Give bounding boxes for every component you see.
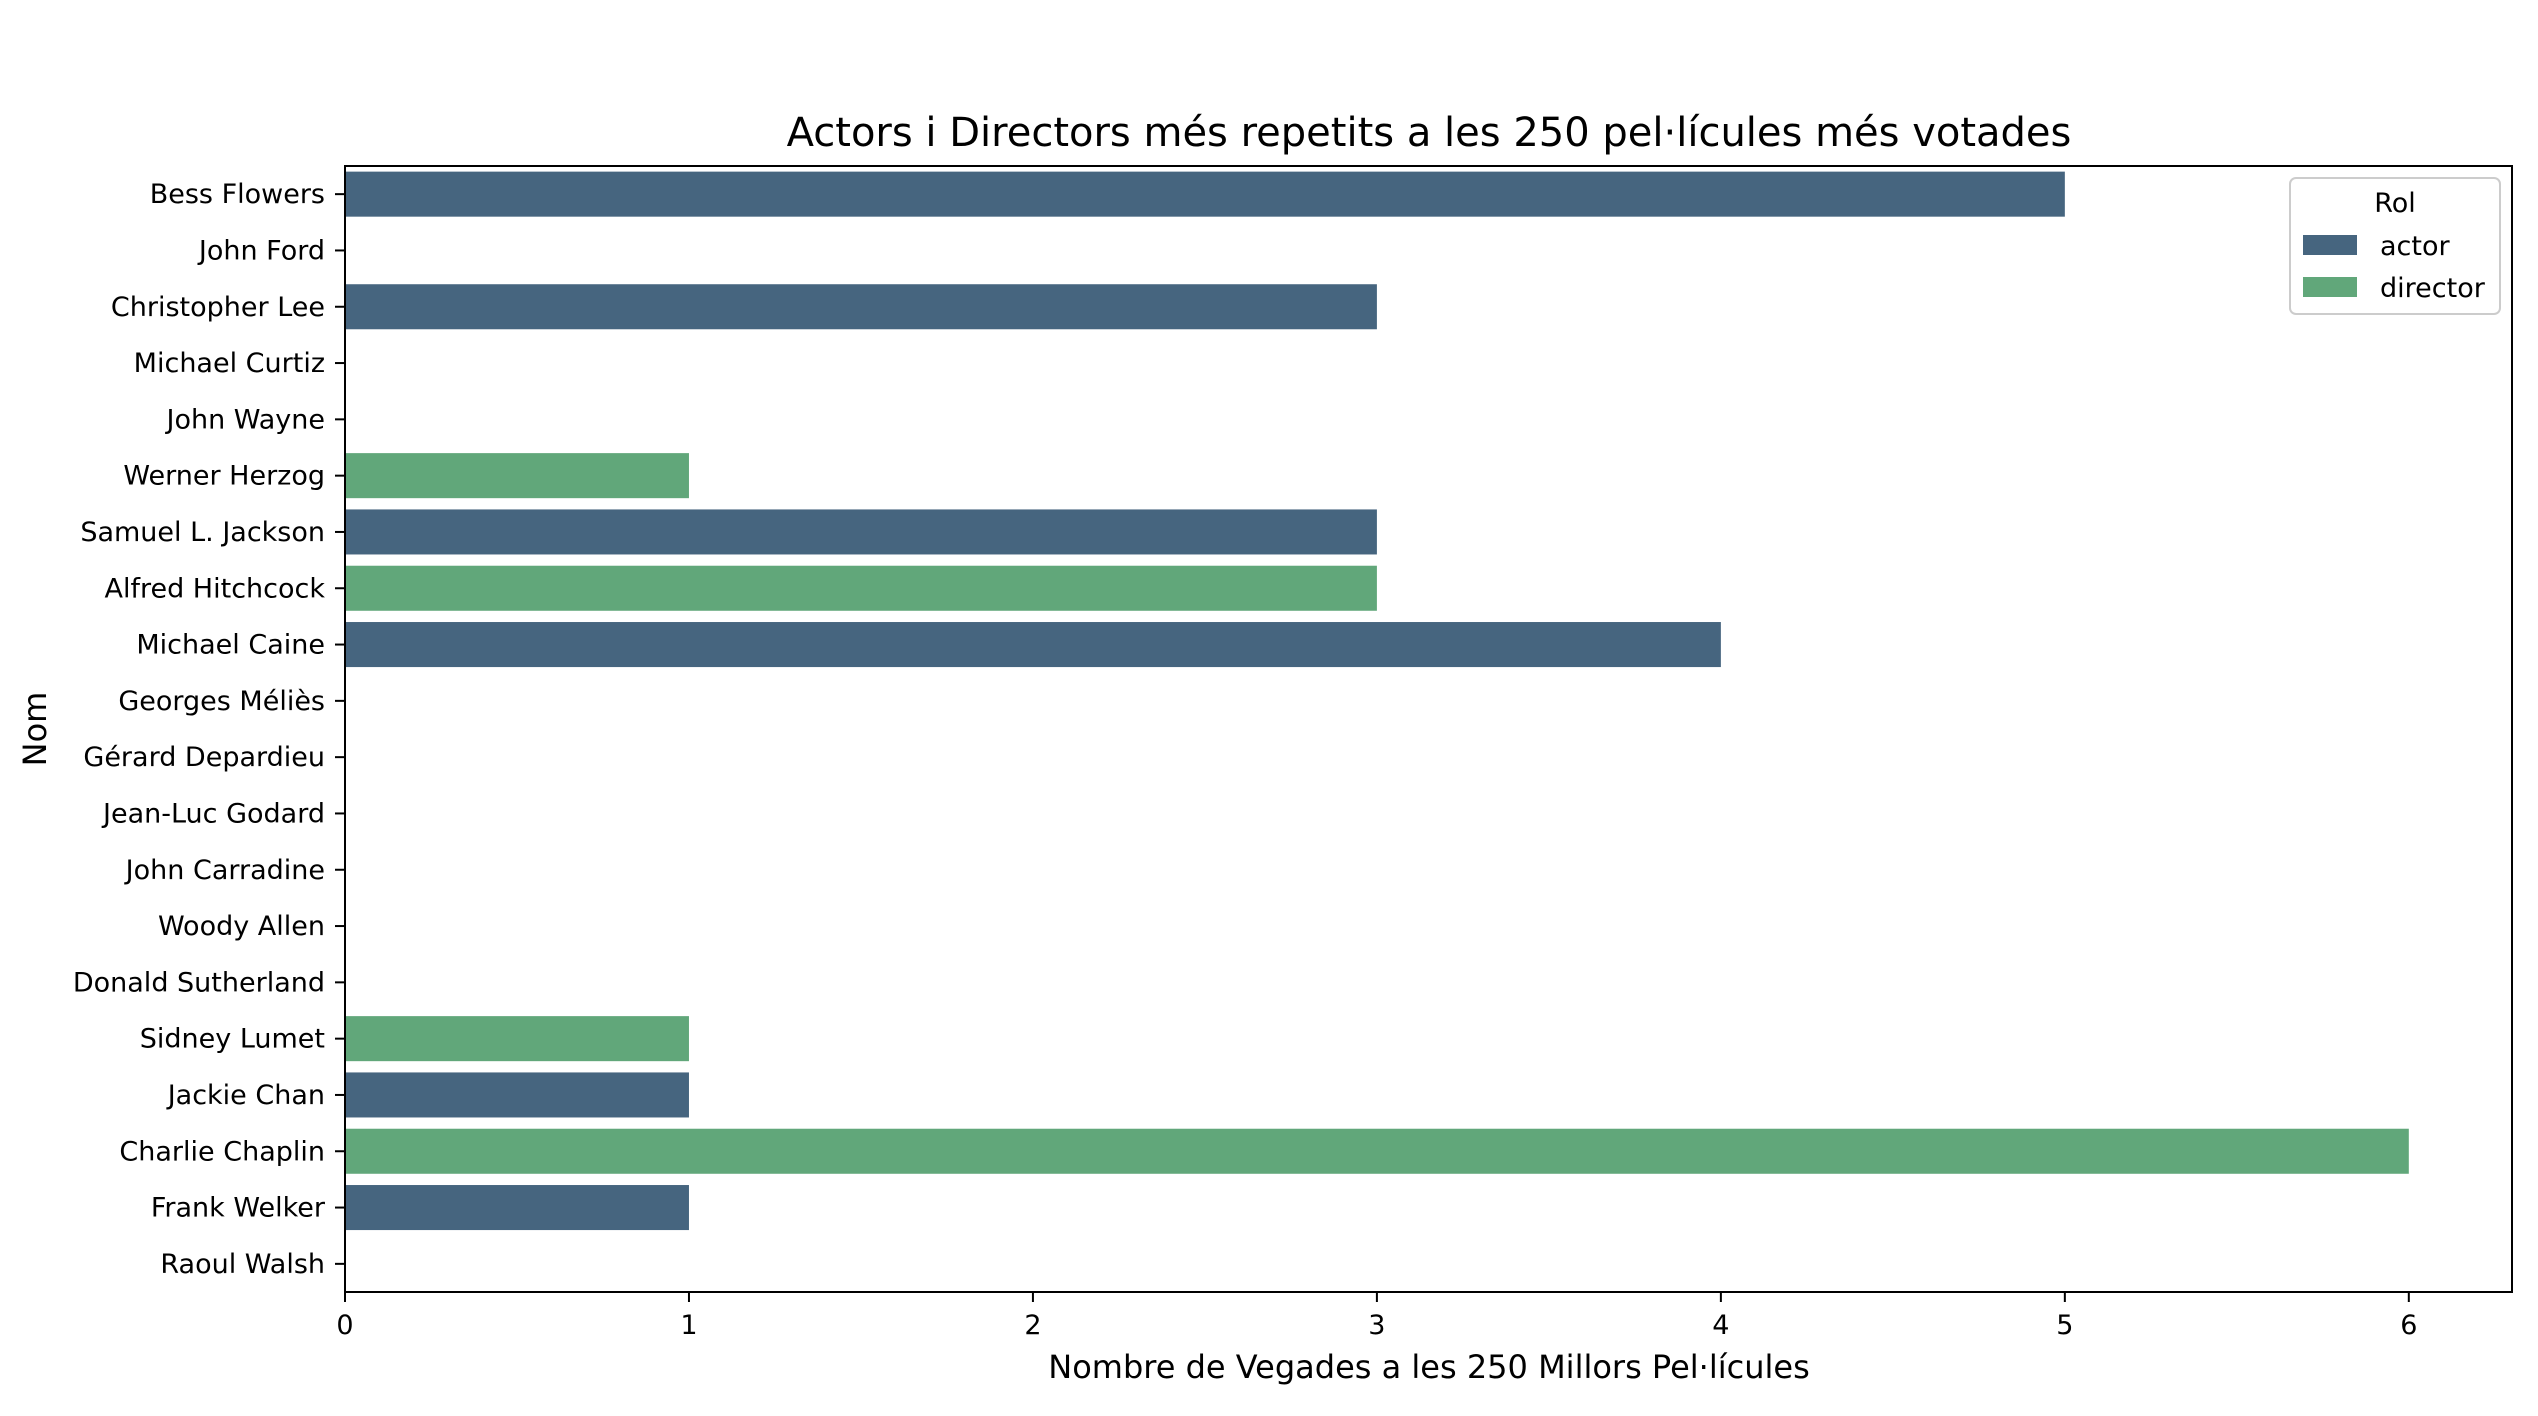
bar-sidney-lumet xyxy=(345,1016,689,1062)
bar-frank-welker xyxy=(345,1185,689,1231)
x-tick-label: 1 xyxy=(680,1310,697,1341)
y-tick-label: Jean-Luc Godard xyxy=(101,798,325,829)
y-tick-label: Gérard Depardieu xyxy=(83,742,325,773)
legend-title: Rol xyxy=(2374,188,2416,219)
chart-title: Actors i Directors més repetits a les 25… xyxy=(787,110,2072,156)
legend: Rol actor director xyxy=(2289,177,2501,315)
y-tick-label: Werner Herzog xyxy=(123,461,325,492)
bar-charlie-chaplin xyxy=(345,1128,2409,1174)
y-tick-label: Samuel L. Jackson xyxy=(80,517,325,548)
y-tick-label: Christopher Lee xyxy=(111,292,325,323)
legend-swatch-actor xyxy=(2303,235,2357,255)
legend-swatch-director xyxy=(2303,277,2357,297)
bar-bess-flowers xyxy=(345,171,2065,217)
x-tick-label: 2 xyxy=(1024,1310,1041,1341)
bar-werner-herzog xyxy=(345,453,689,499)
x-axis-label: Nombre de Vegades a les 250 Millors Pel·… xyxy=(1048,1348,1809,1386)
y-axis-ticks: Bess Flowers John Ford Christopher Lee Mich… xyxy=(73,179,345,1280)
x-tick-label: 6 xyxy=(2400,1310,2417,1341)
bar-christopher-lee xyxy=(345,284,1377,330)
y-tick-label: Alfred Hitchcock xyxy=(104,573,325,604)
y-tick-label: Woody Allen xyxy=(158,911,325,942)
y-tick-label: Bess Flowers xyxy=(150,179,325,210)
bar-samuel-l-jackson xyxy=(345,509,1377,555)
bar-alfred-hitchcock xyxy=(345,565,1377,611)
x-tick-label: 0 xyxy=(336,1310,353,1341)
x-axis-ticks: 0 1 2 3 4 5 6 xyxy=(336,1292,2417,1341)
bars-layer xyxy=(345,171,2409,1231)
y-tick-label: Raoul Walsh xyxy=(160,1249,325,1280)
legend-label-actor: actor xyxy=(2380,231,2450,262)
y-axis-label: Nom xyxy=(16,692,54,767)
y-tick-label: Georges Méliès xyxy=(118,686,325,717)
x-tick-label: 3 xyxy=(1368,1310,1385,1341)
y-tick-label: John Wayne xyxy=(164,404,325,435)
y-tick-label: Michael Caine xyxy=(136,630,325,661)
y-tick-label: Sidney Lumet xyxy=(140,1024,325,1055)
bar-michael-caine xyxy=(345,622,1721,668)
y-tick-label: John Ford xyxy=(197,235,325,266)
y-tick-label: Michael Curtiz xyxy=(134,348,325,379)
x-tick-label: 4 xyxy=(1712,1310,1729,1341)
x-tick-label: 5 xyxy=(2056,1310,2073,1341)
legend-label-director: director xyxy=(2380,273,2486,304)
y-tick-label: Donald Sutherland xyxy=(73,967,325,998)
plot-frame xyxy=(344,165,2513,1293)
y-tick-label: Jackie Chan xyxy=(166,1080,325,1111)
y-tick-label: John Carradine xyxy=(124,855,325,886)
bar-jackie-chan xyxy=(345,1072,689,1118)
y-tick-label: Charlie Chaplin xyxy=(119,1136,325,1167)
y-tick-label: Frank Welker xyxy=(151,1193,326,1224)
